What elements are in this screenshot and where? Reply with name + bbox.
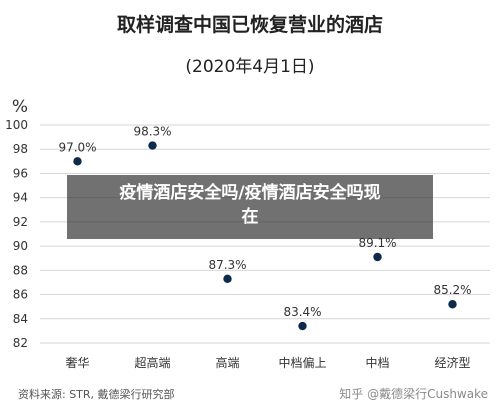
y-axis-label: % xyxy=(12,97,28,117)
data-label: 83.4% xyxy=(283,305,321,319)
x-axis-ticks: 奢华 超高端 高端 中档偏上 中档 经济型 xyxy=(65,355,470,370)
source-note: 资料来源: STR, 戴德梁行研究部 xyxy=(18,387,175,401)
chart-title: 取样调查中国已恢复营业的酒店 xyxy=(117,13,383,36)
y-tick-label: 100 xyxy=(5,118,28,132)
data-point xyxy=(148,141,157,150)
data-label: 98.3% xyxy=(133,125,171,139)
data-points xyxy=(73,141,457,331)
y-axis-ticks: 82 84 86 88 90 92 94 96 98 100 xyxy=(5,118,28,350)
y-tick-label: 96 xyxy=(13,166,28,180)
y-tick-label: 94 xyxy=(13,191,28,205)
x-tick-label: 经济型 xyxy=(434,355,470,370)
overlay-text: 疫情酒店安全吗/疫情酒店安全吗现 在 xyxy=(67,181,433,229)
x-tick-label: 超高端 xyxy=(134,355,170,370)
overlay-line-1: 疫情酒店安全吗/疫情酒店安全吗现 xyxy=(119,183,381,203)
y-tick-label: 84 xyxy=(13,312,28,326)
y-tick-label: 88 xyxy=(13,263,28,277)
watermark: 知乎 @戴德梁行Cushwake xyxy=(339,386,488,401)
x-tick-label: 奢华 xyxy=(65,356,89,370)
x-tick-label: 高端 xyxy=(215,355,239,370)
data-point xyxy=(373,252,382,262)
chart-subtitle: (2020年4月1日) xyxy=(185,57,314,77)
data-point xyxy=(448,300,457,309)
y-tick-label: 98 xyxy=(13,142,28,156)
data-point xyxy=(298,321,307,331)
x-tick-label: 中档偏上 xyxy=(278,355,326,370)
data-label: 85.2% xyxy=(433,283,471,297)
data-labels: 97.0% 98.3% 87.3% 83.4% 89.1% 85.2% xyxy=(58,125,471,319)
overlay-banner: 疫情酒店安全吗/疫情酒店安全吗现 在 xyxy=(67,175,433,239)
y-tick-label: 92 xyxy=(13,215,28,229)
y-tick-label: 90 xyxy=(13,239,28,253)
data-label: 89.1% xyxy=(358,236,396,250)
data-label: 87.3% xyxy=(208,258,246,272)
y-tick-label: 86 xyxy=(13,288,28,302)
overlay-line-2: 在 xyxy=(241,207,259,227)
data-label: 97.0% xyxy=(58,140,96,154)
y-tick-label: 82 xyxy=(13,336,28,350)
data-point xyxy=(223,274,232,284)
x-tick-label: 中档 xyxy=(365,355,389,370)
data-point xyxy=(73,157,82,166)
